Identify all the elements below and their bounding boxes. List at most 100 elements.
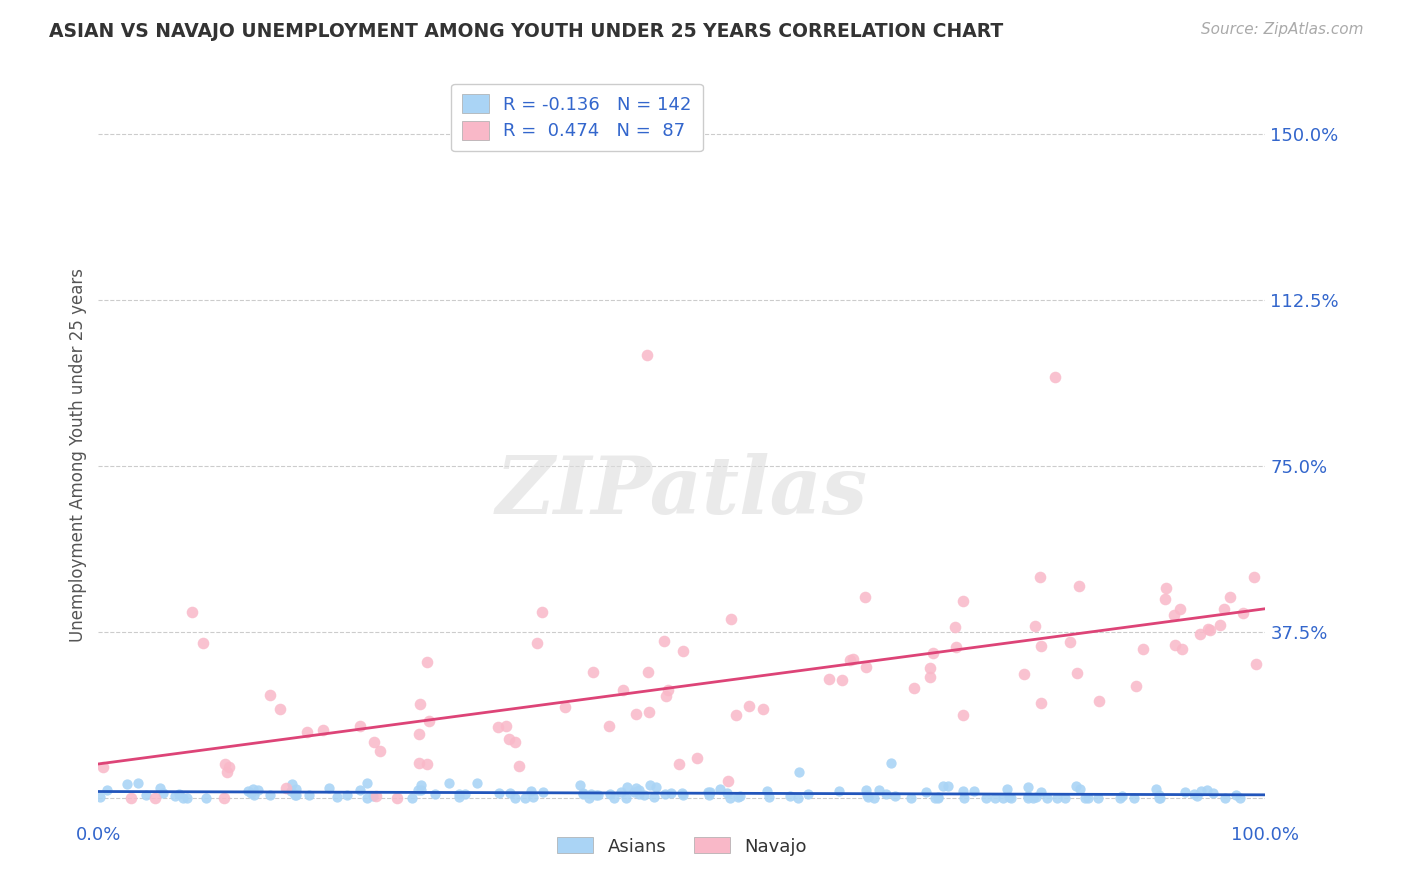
Point xyxy=(1024,619,1046,633)
Point xyxy=(280,776,302,790)
Point xyxy=(1054,791,1077,805)
Point xyxy=(495,719,517,733)
Point xyxy=(963,784,986,798)
Point xyxy=(356,791,378,805)
Point xyxy=(1170,602,1192,616)
Point xyxy=(652,634,675,648)
Point xyxy=(924,790,946,805)
Point xyxy=(614,790,637,805)
Point xyxy=(363,735,385,749)
Point xyxy=(259,788,281,802)
Point xyxy=(312,723,335,738)
Point xyxy=(724,707,747,722)
Point xyxy=(89,789,111,804)
Point xyxy=(218,760,240,774)
Point xyxy=(1229,790,1251,805)
Point xyxy=(1154,591,1177,606)
Point xyxy=(728,789,751,803)
Point xyxy=(627,787,650,801)
Point xyxy=(503,735,526,749)
Point xyxy=(602,791,624,805)
Point xyxy=(318,780,340,795)
Point xyxy=(727,789,749,804)
Point xyxy=(285,788,308,802)
Text: ZIPatlas: ZIPatlas xyxy=(496,453,868,530)
Y-axis label: Unemployment Among Youth under 25 years: Unemployment Among Youth under 25 years xyxy=(69,268,87,642)
Point xyxy=(991,791,1014,805)
Point xyxy=(1031,639,1053,653)
Point xyxy=(624,707,647,722)
Point xyxy=(1174,785,1197,799)
Point xyxy=(1197,622,1219,636)
Point xyxy=(356,776,378,790)
Point xyxy=(120,791,142,805)
Point xyxy=(415,655,437,669)
Point xyxy=(259,688,281,702)
Point xyxy=(488,786,510,800)
Point xyxy=(180,605,202,619)
Point xyxy=(1144,781,1167,796)
Point xyxy=(943,620,966,634)
Point xyxy=(915,785,938,799)
Point xyxy=(176,791,198,805)
Point xyxy=(522,790,544,805)
Point xyxy=(1036,791,1059,805)
Point xyxy=(1244,657,1267,671)
Point xyxy=(298,788,321,802)
Point xyxy=(409,779,432,793)
Point xyxy=(1025,790,1047,805)
Point xyxy=(952,707,974,722)
Point xyxy=(697,786,720,800)
Point xyxy=(401,791,423,805)
Point xyxy=(530,605,553,619)
Point xyxy=(995,782,1018,797)
Point xyxy=(1243,570,1265,584)
Point xyxy=(610,785,633,799)
Point xyxy=(1188,627,1211,641)
Point xyxy=(875,787,897,801)
Point xyxy=(437,775,460,789)
Point xyxy=(569,778,592,792)
Point xyxy=(612,682,634,697)
Point xyxy=(855,783,877,797)
Point xyxy=(918,661,941,675)
Point xyxy=(755,784,778,798)
Point xyxy=(699,785,721,799)
Point xyxy=(1208,618,1230,632)
Point xyxy=(720,612,742,626)
Point xyxy=(1149,791,1171,805)
Point xyxy=(284,781,307,796)
Point xyxy=(716,786,738,800)
Point xyxy=(1163,607,1185,622)
Point xyxy=(165,789,187,804)
Point xyxy=(498,731,520,746)
Point xyxy=(900,791,922,805)
Point xyxy=(758,789,780,804)
Point xyxy=(616,780,638,794)
Point xyxy=(240,786,263,800)
Point xyxy=(499,786,522,800)
Point xyxy=(659,786,682,800)
Point xyxy=(936,779,959,793)
Point xyxy=(582,665,605,680)
Point xyxy=(1077,791,1099,805)
Point xyxy=(1111,789,1133,803)
Point xyxy=(195,791,218,805)
Point xyxy=(1132,642,1154,657)
Point xyxy=(93,760,115,774)
Point xyxy=(1219,590,1241,604)
Point xyxy=(585,788,607,802)
Point xyxy=(671,786,693,800)
Point xyxy=(1045,370,1067,384)
Point xyxy=(863,791,886,805)
Point xyxy=(856,789,879,804)
Point xyxy=(984,791,1007,805)
Point xyxy=(284,789,307,803)
Point xyxy=(738,699,761,714)
Point xyxy=(1074,791,1097,805)
Text: ASIAN VS NAVAJO UNEMPLOYMENT AMONG YOUTH UNDER 25 YEARS CORRELATION CHART: ASIAN VS NAVAJO UNEMPLOYMENT AMONG YOUTH… xyxy=(49,22,1004,41)
Point xyxy=(1066,666,1088,681)
Point xyxy=(1017,789,1039,803)
Point xyxy=(149,780,172,795)
Point xyxy=(598,719,620,733)
